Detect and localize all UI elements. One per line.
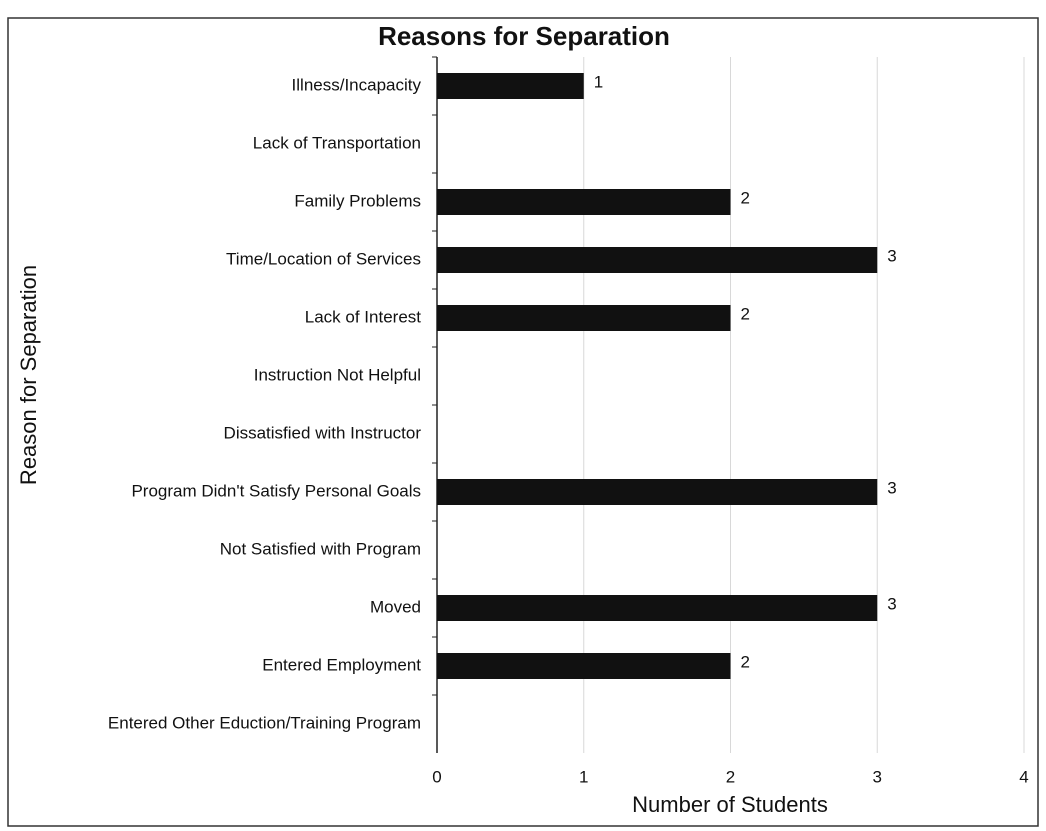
y-tick-label: Entered Other Eduction/Training Program — [108, 713, 421, 732]
y-axis-label: Reason for Separation — [16, 265, 41, 485]
x-tick-label: 4 — [1019, 767, 1028, 786]
bar — [437, 595, 878, 621]
y-tick-label: Not Satisfied with Program — [220, 539, 421, 558]
y-tick-label: Illness/Incapacity — [292, 75, 422, 94]
chart-frame — [7, 17, 1039, 827]
data-label: 3 — [887, 478, 896, 497]
chart-title: Reasons for Separation — [378, 21, 670, 51]
data-label: 2 — [741, 652, 750, 671]
bar — [437, 247, 878, 273]
y-tick-label: Moved — [370, 597, 421, 616]
y-tick-label: Dissatisfied with Instructor — [224, 423, 422, 442]
bar — [437, 479, 878, 505]
bar — [437, 189, 731, 215]
data-label: 1 — [594, 72, 603, 91]
x-tick-label: 0 — [432, 767, 441, 786]
x-tick-label: 1 — [579, 767, 588, 786]
y-tick-label: Lack of Interest — [305, 307, 422, 326]
y-tick-label: Program Didn't Satisfy Personal Goals — [131, 481, 421, 500]
bar — [437, 73, 584, 99]
y-tick-label: Lack of Transportation — [253, 133, 421, 152]
y-tick-label: Instruction Not Helpful — [254, 365, 421, 384]
y-tick-label: Family Problems — [294, 191, 421, 210]
x-axis-label: Number of Students — [632, 792, 828, 817]
y-tick-label: Time/Location of Services — [226, 249, 421, 268]
x-tick-label: 2 — [726, 767, 735, 786]
data-label: 3 — [887, 594, 896, 613]
bar — [437, 305, 731, 331]
x-tick-label: 3 — [873, 767, 882, 786]
data-label: 2 — [741, 188, 750, 207]
bar — [437, 653, 731, 679]
data-label: 2 — [741, 304, 750, 323]
y-tick-label: Entered Employment — [262, 655, 421, 674]
data-label: 3 — [887, 246, 896, 265]
